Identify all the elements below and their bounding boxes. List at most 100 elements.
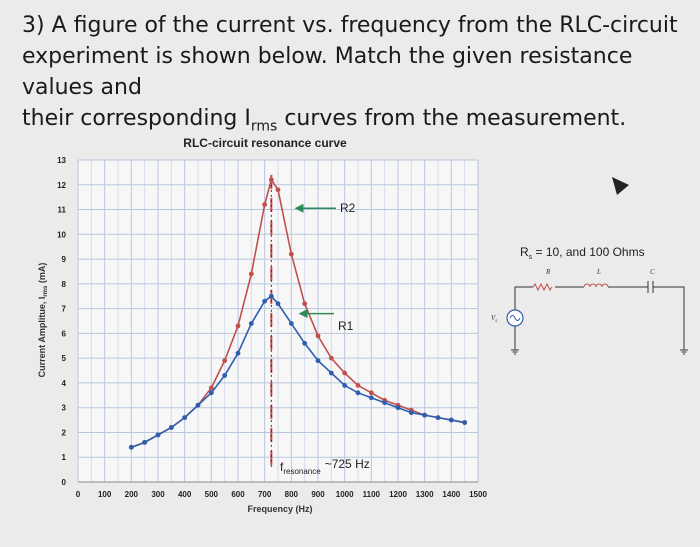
- x-tick-labels: 0 100 200 300 400 500 600 700 800 900 1000 1100 1200…: [76, 490, 488, 499]
- series-2-point: [168, 425, 174, 430]
- y-axis-label: Current Amplitue, Irms (mA): [37, 263, 49, 378]
- question-text: 3) A figure of the current vs. frequency…: [22, 10, 692, 142]
- series-2-point: [155, 432, 161, 438]
- series-2-point: [248, 321, 254, 326]
- circuit-vs-sub: s: [495, 319, 497, 324]
- series-2-point: [182, 415, 188, 420]
- rs-label-main: R: [520, 245, 529, 259]
- x-tick-label: 200: [125, 490, 139, 499]
- series-2-point: [235, 350, 241, 356]
- inductor-symbol: [583, 283, 609, 288]
- series-2-point: [315, 358, 321, 364]
- y-tick-label: 3: [62, 404, 67, 413]
- y-tick-label: 12: [57, 181, 66, 190]
- series-2-point: [208, 390, 214, 396]
- series-2-point: [355, 390, 361, 396]
- series-2-point: [408, 410, 414, 416]
- chart-grid: [77, 159, 479, 483]
- series-1-point: [315, 333, 321, 339]
- circuit-wire-left: [514, 286, 533, 310]
- x-tick-label: 1500: [469, 490, 487, 499]
- series-1-point: [288, 251, 294, 257]
- y-tick-label: 1: [62, 453, 67, 462]
- question-line-3: their corresponding Irms curves from the…: [22, 103, 692, 142]
- series-1-point: [222, 358, 228, 364]
- ground-left-icon: [511, 326, 519, 355]
- r1-label: R1: [338, 319, 354, 333]
- question-line-3-sub: rms: [250, 118, 278, 135]
- series-2-point: [382, 400, 388, 406]
- cursor-arrow-icon: [612, 177, 629, 195]
- x-tick-label: 500: [205, 490, 219, 499]
- series-2-point: [128, 444, 134, 450]
- circuit-vs-main: V: [491, 314, 496, 322]
- question-line-3-post: curves from the measurement.: [277, 106, 627, 131]
- ground-right-icon: [680, 349, 688, 355]
- y-tick-label: 11: [58, 206, 67, 215]
- y-tick-label: 8: [62, 280, 67, 289]
- question-line-2: experiment is shown below. Match the giv…: [22, 44, 633, 100]
- series-2-point: [342, 383, 348, 388]
- x-tick-label: 900: [311, 490, 325, 499]
- series-1-point: [342, 370, 348, 376]
- capacitor-and-wire: [608, 281, 685, 350]
- f-resonance-main: f: [280, 460, 284, 474]
- question-line-3-pre: their corresponding I: [22, 106, 251, 131]
- circuit-diagram: Rs = 10, and 100 Ohms R L C Vs: [491, 245, 688, 355]
- series-2-point: [435, 415, 441, 420]
- r2-label: R2: [340, 201, 356, 215]
- x-tick-label: 600: [231, 490, 245, 499]
- x-tick-label: 0: [76, 490, 81, 499]
- series-2-point: [275, 301, 281, 307]
- series-2-point: [195, 402, 201, 408]
- circuit-r-label: R: [545, 268, 551, 276]
- y-tick-label: 4: [62, 379, 67, 388]
- rs-label-text: = 10, and 100 Ohms: [532, 245, 644, 259]
- series-1-point: [368, 390, 374, 396]
- circuit-c-label: C: [650, 268, 655, 276]
- x-tick-label: 100: [98, 490, 112, 499]
- y-tick-label: 13: [57, 156, 66, 165]
- x-tick-label: 300: [151, 490, 165, 499]
- x-tick-label: 1000: [336, 490, 354, 499]
- series-1-point: [208, 385, 214, 391]
- f-resonance-label: fresonance ~725 Hz: [280, 457, 370, 476]
- x-tick-label: 1400: [442, 490, 460, 499]
- series-2-point: [328, 370, 334, 376]
- circuit-l-label: L: [596, 268, 601, 276]
- y-tick-label: 2: [62, 428, 67, 437]
- y-tick-label: 9: [62, 255, 67, 264]
- chart-title: RLC-circuit resonance curve: [183, 136, 347, 150]
- y-tick-label: 0: [62, 478, 67, 487]
- annotation-arrows: [294, 203, 336, 319]
- y-tick-label: 10: [57, 230, 66, 239]
- series-1-point: [355, 383, 361, 388]
- series-2-point: [142, 439, 148, 445]
- series-2-point: [448, 417, 454, 423]
- y-axis-label-unit: (mA): [37, 263, 47, 286]
- x-axis-label: Frequency (Hz): [247, 504, 312, 514]
- y-tick-label: 5: [62, 354, 67, 363]
- circuit-vs-label: Vs: [491, 314, 497, 324]
- x-tick-label: 1100: [363, 490, 381, 499]
- series-1-point: [262, 202, 268, 207]
- series-2-point: [262, 298, 268, 304]
- x-tick-label: 1200: [389, 490, 407, 499]
- series-1-point: [302, 301, 308, 307]
- y-tick-label: 6: [62, 329, 67, 338]
- series-2-point: [302, 340, 308, 346]
- series-2-point: [462, 420, 468, 425]
- x-tick-label: 400: [178, 490, 192, 499]
- series-1-point: [268, 177, 274, 183]
- f-resonance-sub: resonance: [283, 467, 321, 476]
- f-resonance-value: ~725 Hz: [325, 457, 370, 471]
- y-axis-label-sub: rms: [43, 285, 49, 297]
- series-2-point: [422, 412, 428, 418]
- resistor-symbol: [532, 282, 553, 292]
- series-2-point: [268, 293, 274, 299]
- series-1-point: [248, 271, 254, 277]
- x-tick-label: 1300: [416, 490, 434, 499]
- ac-wave-icon: [509, 315, 521, 321]
